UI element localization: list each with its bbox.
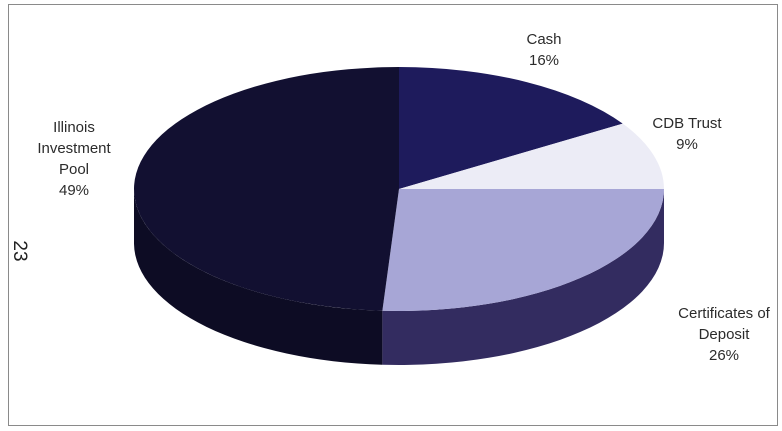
pie-side-illinois-investment-pool bbox=[134, 189, 383, 365]
label-cd-percent: 26% bbox=[708, 347, 740, 364]
pie-slice-illinois-investment-pool bbox=[134, 67, 399, 311]
data-label-cdb-trust: CDB Trust 9% bbox=[637, 113, 737, 155]
pie-slice-cdb-trust bbox=[399, 123, 664, 189]
label-cd-name-line2: Deposit bbox=[698, 326, 750, 343]
pie-slice-cash bbox=[399, 67, 623, 189]
label-cdb-name: CDB Trust bbox=[652, 115, 722, 132]
label-cdb-percent: 9% bbox=[676, 136, 698, 153]
label-cash-name: Cash bbox=[526, 31, 562, 48]
pie-slice-certificates-of-deposit bbox=[382, 189, 664, 311]
label-ilp-name-line1: Illinois bbox=[53, 119, 95, 136]
label-cash-percent: 16% bbox=[528, 52, 560, 69]
data-label-illinois-investment-pool: Illinois Investment Pool 49% bbox=[9, 117, 139, 201]
pie-side-certificates-of-deposit bbox=[382, 189, 664, 365]
page-number: 23 bbox=[9, 240, 30, 262]
chart-frame: Cash 16% CDB Trust 9% Certificates of De… bbox=[8, 4, 778, 426]
data-label-cash: Cash 16% bbox=[499, 29, 589, 71]
label-cd-name-line1: Certificates of bbox=[678, 305, 770, 322]
label-ilp-name-line2: Investment bbox=[37, 140, 111, 157]
label-ilp-percent: 49% bbox=[58, 182, 90, 199]
label-ilp-name-line3: Pool bbox=[58, 161, 90, 178]
data-label-certificates-of-deposit: Certificates of Deposit 26% bbox=[659, 303, 782, 366]
pie-chart bbox=[134, 67, 664, 365]
